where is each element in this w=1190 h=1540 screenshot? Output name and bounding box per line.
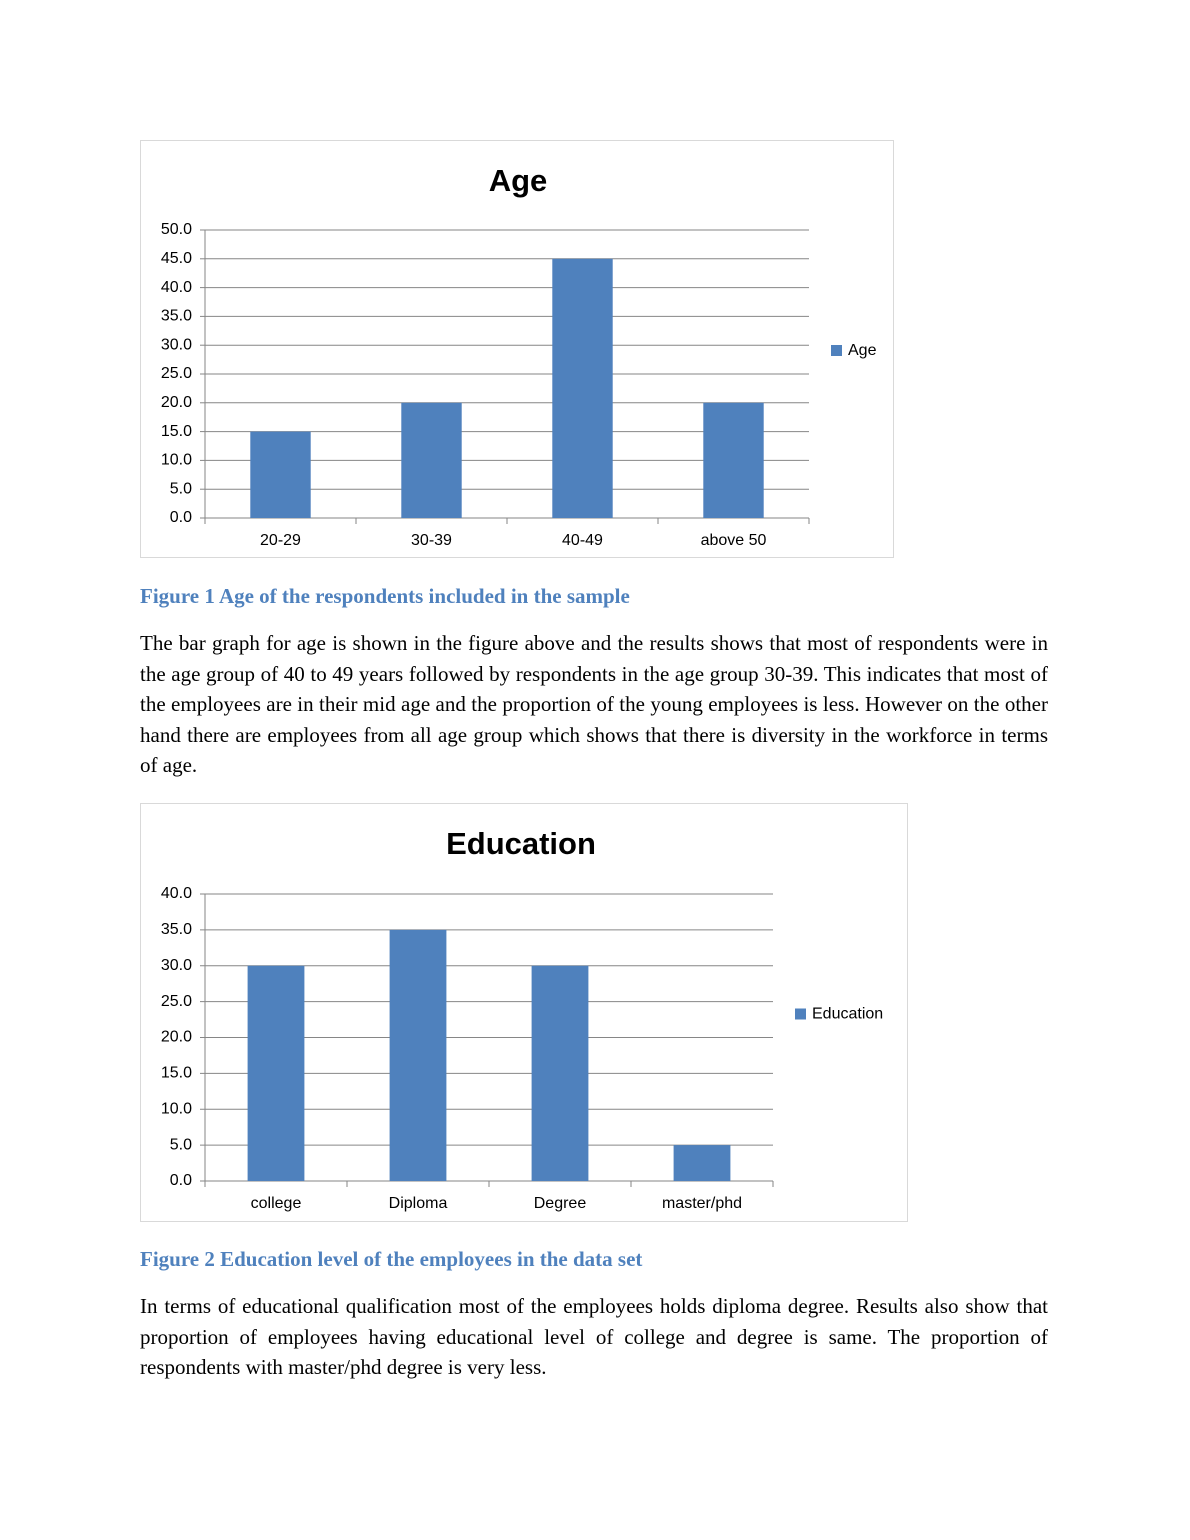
x-tick-label: 30-39: [411, 532, 452, 549]
x-tick-label: 40-49: [562, 532, 603, 549]
y-tick-label: 20.0: [161, 394, 192, 411]
x-tick-label: Diploma: [389, 1195, 448, 1212]
chart-title: Education: [446, 826, 596, 861]
legend-swatch: [795, 1008, 806, 1020]
bar: [401, 402, 462, 518]
y-tick-label: 25.0: [161, 993, 192, 1010]
y-tick-label: 5.0: [170, 480, 192, 497]
y-tick-label: 40.0: [161, 885, 192, 902]
legend-label: Age: [848, 342, 877, 359]
y-tick-label: 30.0: [161, 957, 192, 974]
y-tick-label: 20.0: [161, 1029, 192, 1046]
paragraph: The bar graph for age is shown in the fi…: [140, 631, 1048, 778]
chart-title: Age: [489, 163, 548, 198]
y-tick-label: 50.0: [161, 221, 192, 238]
chart: Age 0.0 5.0 10.0 15.0 20.0 25.0 30.0 35.0 40.0 45.…: [140, 140, 894, 558]
y-tick-label: 0.0: [170, 1172, 192, 1189]
x-tick-label: Degree: [534, 1195, 587, 1212]
bar: [250, 431, 311, 518]
x-tick-label: college: [251, 1195, 302, 1212]
bar: [673, 1145, 731, 1181]
y-tick-label: 10.0: [161, 1100, 192, 1117]
y-tick-label: 45.0: [161, 250, 192, 267]
y-tick-label: 30.0: [161, 336, 192, 353]
bar: [703, 402, 764, 518]
y-tick-label: 35.0: [161, 921, 192, 938]
bar: [247, 965, 305, 1181]
y-tick-label: 0.0: [170, 509, 192, 526]
legend-label: Education: [812, 1006, 883, 1023]
chart: Education 0.0 5.0 10.0 15.0 20.0 25.0 30.0 35.0 4…: [140, 803, 908, 1222]
y-tick-label: 15.0: [161, 1065, 192, 1082]
legend-swatch: [831, 345, 842, 356]
y-tick-label: 40.0: [161, 279, 192, 296]
x-tick-label: above 50: [701, 532, 767, 549]
y-tick-label: 10.0: [161, 452, 192, 469]
y-tick-label: 25.0: [161, 365, 192, 382]
figure-caption: Figure 1 Age of the respondents included…: [140, 584, 630, 608]
paragraph: In terms of educational qualification mo…: [140, 1294, 1048, 1380]
y-tick-label: 5.0: [170, 1136, 192, 1153]
bar: [531, 965, 589, 1181]
y-tick-label: 35.0: [161, 308, 192, 325]
x-tick-label: master/phd: [662, 1195, 742, 1212]
bar: [389, 929, 447, 1181]
y-tick-label: 15.0: [161, 423, 192, 440]
figure-caption: Figure 2 Education level of the employee…: [140, 1247, 643, 1271]
bar: [552, 258, 613, 518]
x-tick-label: 20-29: [260, 532, 301, 549]
